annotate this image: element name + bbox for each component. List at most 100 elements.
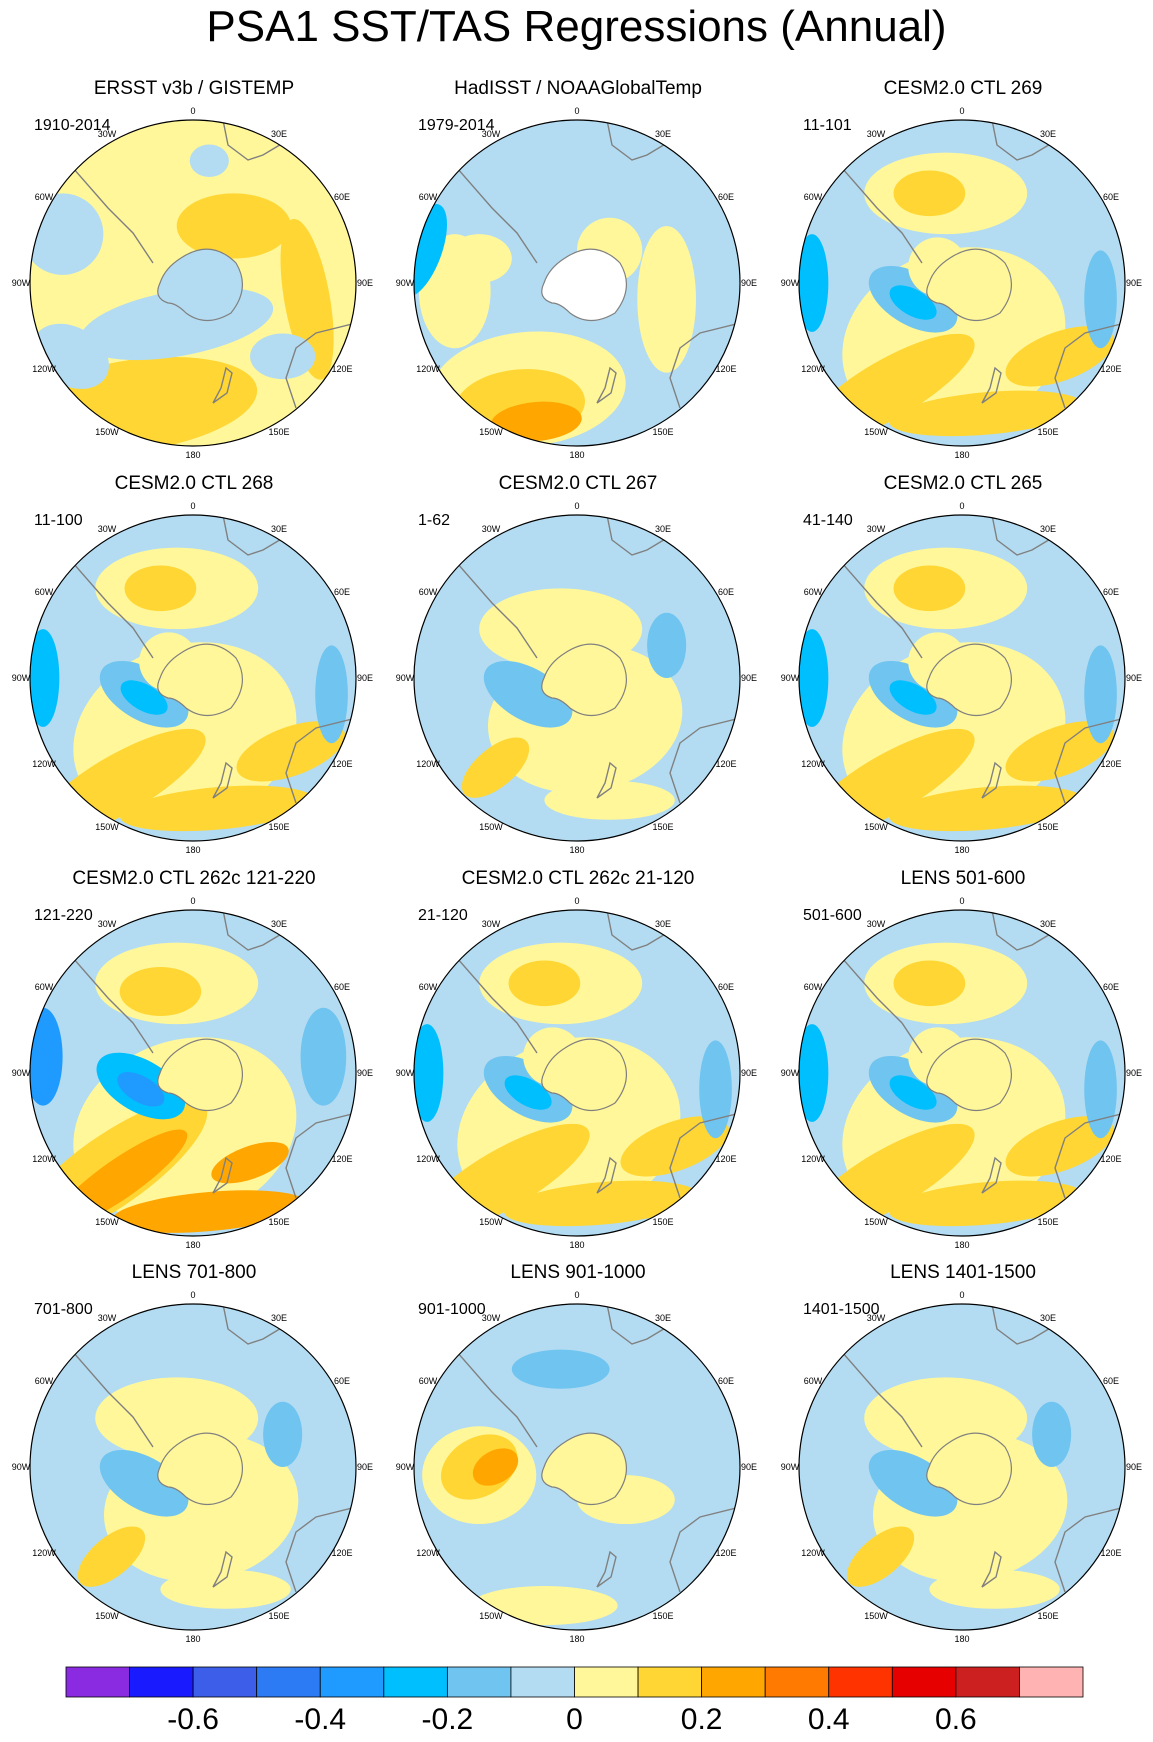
longitude-label: 120W (32, 364, 56, 374)
colorbar-swatch (891, 1666, 957, 1698)
longitude-label: 60E (718, 982, 734, 992)
anomaly-region (472, 1448, 519, 1486)
anomaly-region (637, 225, 696, 373)
longitude-label: 0 (574, 1290, 579, 1300)
regression-field (414, 910, 740, 1236)
figure-title: PSA1 SST/TAS Regressions (Annual) (206, 2, 947, 51)
colorbar-swatch (701, 1666, 766, 1698)
longitude-label: 90E (357, 1462, 373, 1472)
map-border (29, 514, 357, 842)
longitude-label: 30W (482, 129, 501, 139)
coastline (222, 910, 289, 951)
longitude-label: 60W (419, 587, 438, 597)
coastline (981, 1156, 1002, 1194)
anomaly-region (119, 967, 202, 1016)
colorbar-tick-label: -0.2 (421, 1703, 474, 1736)
colorbar-swatch (319, 1666, 385, 1698)
anomaly-region (799, 629, 829, 727)
coastline (669, 1506, 740, 1593)
longitude-label: 0 (959, 1290, 964, 1300)
longitude-label: 60E (334, 1376, 350, 1386)
coastline (669, 322, 740, 409)
longitude-label: 90W (12, 278, 31, 288)
longitude-label: 60W (35, 587, 54, 597)
anomaly-region (893, 565, 966, 612)
longitude-label: 150E (268, 427, 289, 437)
longitude-label: 120E (1100, 759, 1121, 769)
coastline (606, 1304, 673, 1345)
regression-field (30, 1304, 356, 1630)
panel-period: 901-1000 (418, 1301, 486, 1318)
map-panel: CESM2.0 CTL 262c 21-120 21-120 0 30E 60E 90E 1… (384, 868, 768, 1258)
longitude-label: 180 (954, 1240, 969, 1250)
polar-map: 0 30E 60E 90E 120E 150E 180 150W 120W 90W 60W 30W (781, 106, 1142, 460)
panel-period: 1979-2014 (418, 117, 495, 134)
longitude-label: 30E (655, 129, 671, 139)
map-panel: LENS 701-800 701-800 0 30E 60E 90E 120E 150E 180… (0, 1262, 384, 1652)
anomaly-region (511, 1349, 610, 1389)
anomaly-region (124, 565, 197, 612)
panel-period: 1401-1500 (803, 1301, 880, 1318)
longitude-label: 180 (185, 1240, 200, 1250)
regression-field (30, 910, 356, 1236)
anomaly-region (1084, 1040, 1117, 1139)
longitude-label: 90W (781, 1462, 800, 1472)
longitude-label: 150E (652, 1611, 673, 1621)
longitude-label: 90E (357, 1068, 373, 1078)
colorbar-tick-label: 0.6 (935, 1703, 977, 1736)
coastline (222, 1304, 289, 1345)
longitude-label: 150E (1037, 1217, 1058, 1227)
colorbar-tick-label: -0.6 (167, 1703, 219, 1736)
longitude-label: 120W (32, 1548, 56, 1558)
anomaly-region (483, 661, 573, 728)
antarctica-outline (541, 1038, 627, 1112)
coastline (981, 761, 1002, 799)
anomaly-region (414, 1024, 444, 1122)
longitude-label: 0 (574, 501, 579, 511)
longitude-label: 90E (741, 278, 757, 288)
coastline (285, 1112, 356, 1199)
map-panel: CESM2.0 CTL 269 11-101 0 30E 60E 90E 120E 150E 1… (769, 78, 1153, 468)
longitude-label: 90W (781, 1068, 800, 1078)
anomaly-region (236, 721, 346, 782)
polar-map: 0 30E 60E 90E 120E 150E 180 150W 120W 90W 60W 30W (396, 501, 757, 855)
anomaly-region (211, 1141, 289, 1184)
anomaly-region (889, 1075, 937, 1110)
longitude-label: 30E (655, 524, 671, 534)
colorbar-swatch (828, 1666, 893, 1698)
longitude-label: 0 (959, 896, 964, 906)
longitude-label: 90W (396, 673, 415, 683)
antarctica-outline (541, 643, 627, 717)
map-panel: CESM2.0 CTL 268 11-100 0 30E 60E 90E 120E 150E 1… (0, 473, 384, 863)
anomaly-region (490, 401, 582, 442)
panel-title: CESM2.0 CTL 269 (883, 78, 1043, 99)
panel-period: 121-220 (34, 907, 93, 924)
coastline (212, 761, 233, 799)
longitude-label: 120W (801, 759, 825, 769)
colorbar-swatch (256, 1666, 321, 1698)
longitude-label: 30E (271, 524, 287, 534)
longitude-label: 60W (804, 192, 823, 202)
anomaly-region (889, 785, 1084, 832)
coastline (991, 910, 1058, 951)
colorbar-swatch (955, 1666, 1020, 1698)
map-border (413, 119, 741, 447)
panel-title: CESM2.0 CTL 268 (114, 473, 274, 494)
panel-title: LENS 901-1000 (510, 1262, 646, 1283)
longitude-label: 180 (954, 450, 969, 460)
regression-field (414, 1304, 740, 1630)
map-panel: LENS 901-1000 901-1000 0 30E 60E 90E 120E 150E 1… (384, 1262, 768, 1652)
anomaly-region (929, 1569, 1060, 1609)
anomaly-region (508, 960, 581, 1007)
panel-period: 1910-2014 (34, 117, 111, 134)
regression-field (30, 515, 356, 841)
coastline (1054, 1506, 1125, 1593)
longitude-label: 150W (95, 427, 119, 437)
longitude-label: 90W (781, 278, 800, 288)
antarctica-outline (157, 1432, 243, 1506)
anomaly-region (99, 1450, 189, 1517)
longitude-label: 0 (190, 1290, 195, 1300)
longitude-label: 0 (959, 501, 964, 511)
colorbar-swatch (574, 1666, 639, 1698)
map-panel: CESM2.0 CTL 262c 121-220 121-220 0 30E 60E 90… (0, 868, 384, 1258)
